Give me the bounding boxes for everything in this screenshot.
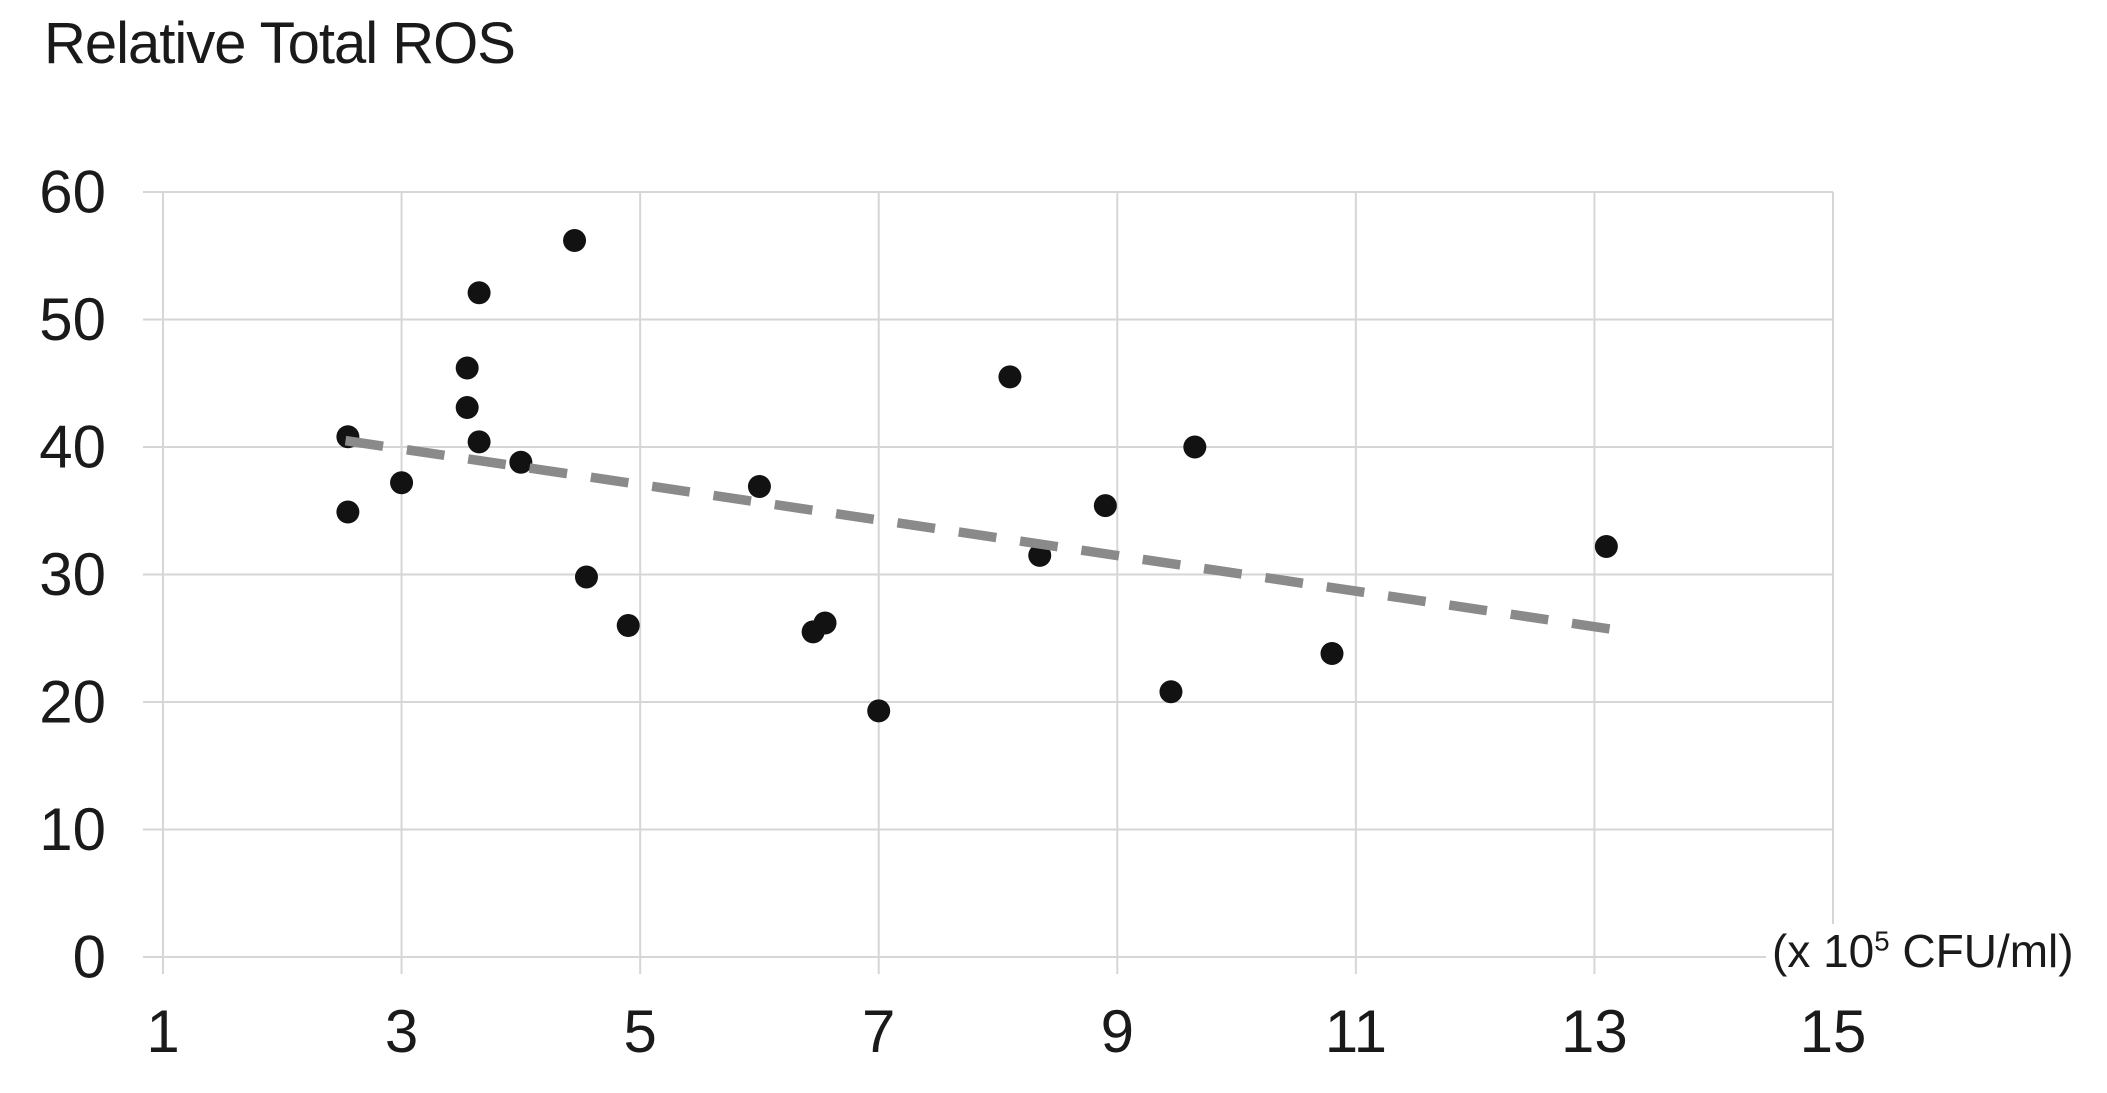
- x-axis-tick-label: 5: [623, 998, 656, 1065]
- chart-title: Relative Total ROS: [44, 11, 516, 76]
- x-axis-tick-label: 9: [1101, 998, 1134, 1065]
- x-axis-tick-label: 7: [862, 998, 895, 1065]
- data-point: [1183, 435, 1207, 459]
- data-point: [1159, 680, 1183, 704]
- data-point: [467, 281, 491, 305]
- data-point: [998, 365, 1022, 389]
- y-axis-tick-label: 0: [73, 924, 106, 991]
- data-point: [390, 471, 414, 495]
- x-unit-superscript: 5: [1874, 925, 1890, 957]
- data-point: [1594, 534, 1618, 558]
- data-point: [867, 699, 891, 723]
- data-point: [455, 395, 479, 419]
- y-axis-tick-label: 10: [39, 796, 106, 863]
- y-axis-tick-label: 30: [39, 541, 106, 608]
- data-point: [813, 611, 837, 635]
- data-point: [574, 565, 598, 589]
- data-point: [563, 228, 587, 252]
- x-unit-suffix: CFU/ml): [1889, 925, 2074, 977]
- trend-line: [344, 435, 1614, 635]
- data-point: [336, 500, 360, 524]
- x-axis-tick-label: 3: [385, 998, 418, 1065]
- data-point: [616, 614, 640, 637]
- data-point: [467, 430, 491, 454]
- x-unit-prefix: (x 10: [1772, 925, 1875, 977]
- data-point: [1320, 642, 1344, 666]
- x-axis-tick-label: 11: [1325, 998, 1387, 1065]
- x-axis-tick-label: 15: [1800, 998, 1867, 1065]
- y-axis-tick-label: 60: [39, 159, 106, 226]
- data-point: [1093, 494, 1117, 518]
- y-axis-tick-label: 20: [39, 669, 106, 736]
- y-axis-tick-label: 40: [39, 414, 106, 481]
- x-axis-tick-label: 1: [146, 998, 179, 1065]
- data-point: [455, 356, 479, 380]
- y-axis-tick-label: 50: [39, 286, 106, 353]
- x-axis-tick-label: 13: [1561, 998, 1628, 1065]
- x-axis-unit-label: (x 105 CFU/ml): [1766, 924, 2074, 978]
- data-point: [747, 475, 771, 499]
- data-point: [509, 450, 533, 474]
